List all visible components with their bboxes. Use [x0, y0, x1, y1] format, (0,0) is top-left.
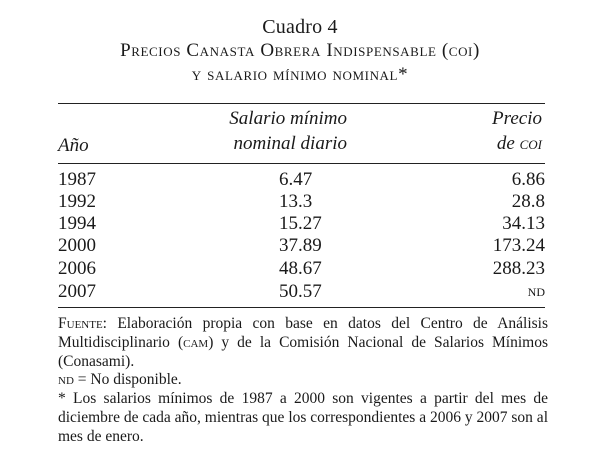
table-row: 1994 15.27 34.13: [58, 213, 545, 235]
salary-cell: 37.89: [279, 235, 322, 256]
table-title: Precios Canasta Obrera Indispensable (co…: [120, 40, 480, 61]
header-price-line2: de coi: [497, 133, 542, 155]
nd-text: = No disponible.: [73, 371, 182, 388]
table-row: 2000 37.89 173.24: [58, 235, 545, 257]
source-text-b: ) y de la Comisión Nacional de Salarios …: [58, 334, 548, 370]
table-number: Cuadro 4: [262, 16, 338, 38]
price-cell: 34.13: [502, 213, 545, 234]
asterisk-note: * Los salarios mínimos de 1987 a 2000 so…: [58, 390, 548, 445]
header-price-abbr: coi: [519, 133, 542, 154]
price-cell: 6.86: [511, 169, 545, 190]
year-cell: 2000: [58, 235, 96, 256]
source-abbr: cam: [183, 334, 209, 351]
bottom-rule: [58, 307, 545, 308]
source-label: Fuente:: [58, 315, 107, 332]
salary-cell: 6.47: [279, 169, 313, 190]
header-price-line1: Precio: [492, 108, 542, 129]
nd-abbr: nd: [58, 371, 74, 388]
table-row: 2007 50.57 nd: [58, 281, 545, 303]
source-note: Fuente: Elaboración propia con base en d…: [58, 314, 548, 371]
price-cell: 173.24: [492, 235, 545, 256]
table-row: 2006 48.67 288.23: [58, 258, 545, 280]
salary-cell: 15.27: [279, 213, 322, 234]
price-cell: 28.8: [511, 191, 545, 212]
salary-cell: 13.3: [279, 191, 313, 212]
salary-cell: 50.57: [279, 281, 322, 302]
table-row: 1992 13.3 28.8: [58, 191, 545, 213]
year-cell: 1992: [58, 191, 96, 212]
year-cell: 1994: [58, 213, 96, 234]
header-salary-line1: Salario mínimo: [229, 108, 347, 129]
header-price-prefix: de: [496, 133, 520, 154]
header-rule: [58, 163, 545, 164]
price-cell: 288.23: [492, 258, 545, 279]
header-year: Año: [58, 135, 89, 156]
table-row: 1987 6.47 6.86: [58, 169, 545, 191]
source-text-a: Elaboración propia con base en datos del…: [58, 315, 548, 351]
year-cell: 1987: [58, 169, 96, 190]
top-rule: [58, 103, 545, 104]
year-cell: 2007: [58, 281, 96, 302]
header-salary-line2: nominal diario: [233, 133, 347, 154]
table-subtitle: y salario mínimo nominal*: [191, 64, 409, 85]
year-cell: 2006: [58, 258, 96, 279]
nd-note: nd = No disponible.: [58, 370, 548, 389]
salary-cell: 48.67: [279, 258, 322, 279]
price-cell: nd: [527, 281, 545, 300]
